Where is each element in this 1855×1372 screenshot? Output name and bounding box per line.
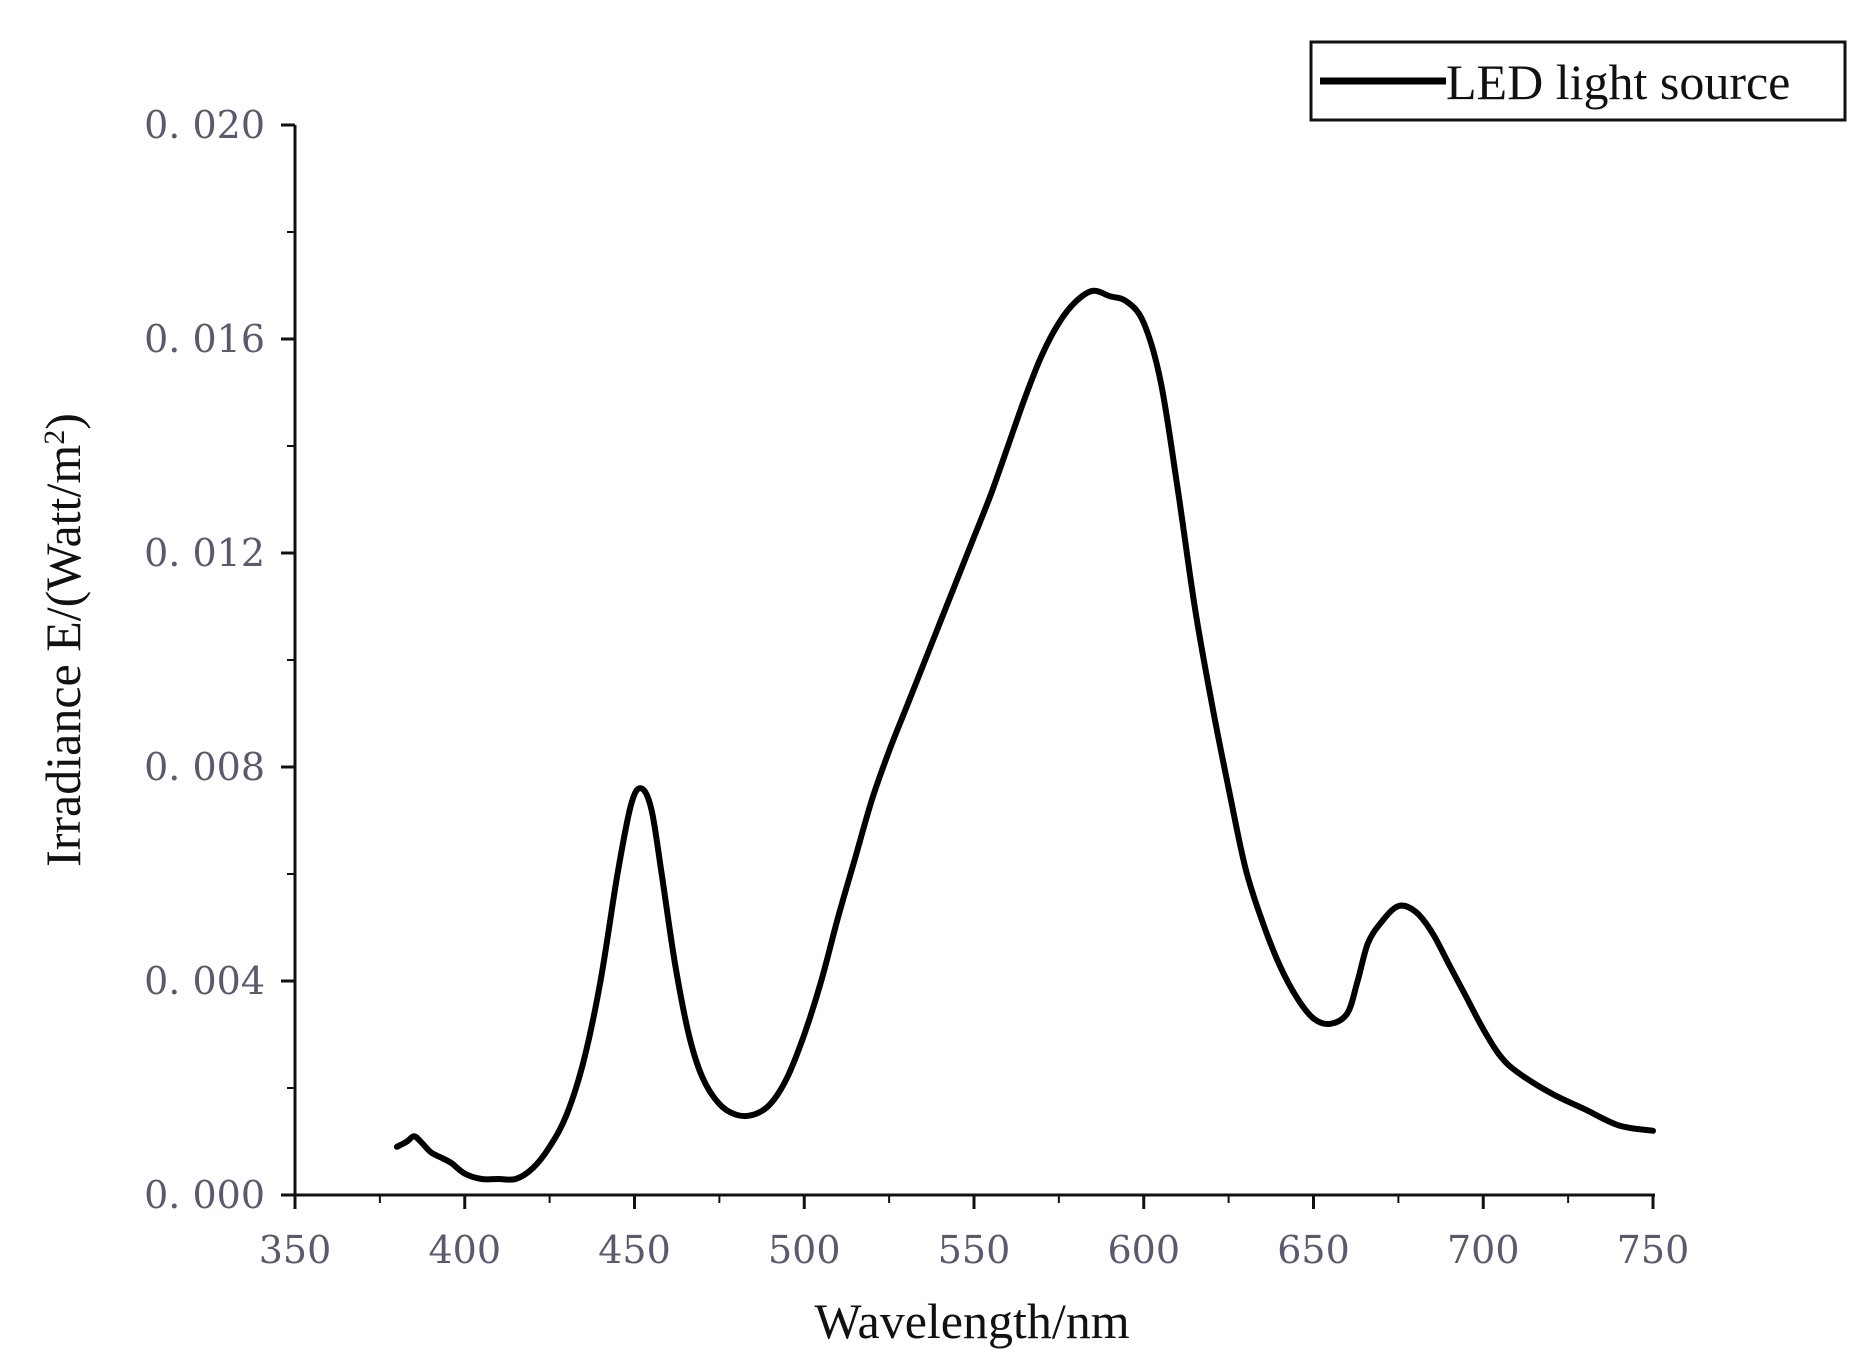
y-axis-title-suffix: ) <box>35 413 91 430</box>
y-tick-label: 0. 016 <box>144 317 265 361</box>
y-tick-label: 0. 012 <box>144 531 265 575</box>
y-tick-label: 0. 000 <box>144 1173 265 1217</box>
legend: LED light source <box>1309 40 1847 122</box>
x-tick-label: 650 <box>1277 1228 1350 1272</box>
x-ticks: 350 400 450 500 550 600 650 700 750 <box>259 1195 1690 1272</box>
y-axis-title: Irradiance E/(Watt/m2) <box>35 413 91 867</box>
axes <box>293 125 1655 1197</box>
y-tick-label: 0. 004 <box>144 959 265 1003</box>
x-tick-label: 600 <box>1107 1228 1180 1272</box>
y-axis-title-superscript: 2 <box>38 430 71 445</box>
y-tick-label: 0. 020 <box>144 103 265 147</box>
y-axis-title-main: Irradiance E/(Watt/m <box>35 445 91 867</box>
x-tick-label: 350 <box>259 1228 332 1272</box>
x-tick-label: 750 <box>1617 1228 1690 1272</box>
y-ticks: 0. 000 0. 004 0. 008 0. 012 0. 016 0. 020 <box>144 103 295 1217</box>
x-tick-label: 500 <box>768 1228 841 1272</box>
x-tick-label: 450 <box>598 1228 671 1272</box>
x-axis-title: Wavelength/nm <box>814 1293 1129 1349</box>
y-tick-label: 0. 008 <box>144 745 265 789</box>
legend-label: LED light source <box>1446 54 1790 110</box>
x-tick-label: 550 <box>938 1228 1011 1272</box>
x-tick-label: 400 <box>428 1228 501 1272</box>
series-line-led-light-source <box>393 287 1656 1183</box>
x-tick-label: 700 <box>1447 1228 1520 1272</box>
